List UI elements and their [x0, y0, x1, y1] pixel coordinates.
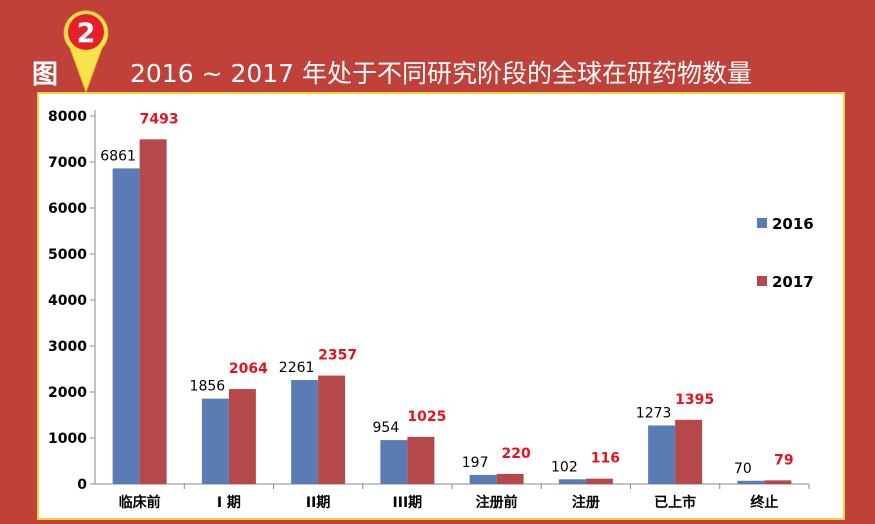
data-label-2016: 70: [734, 461, 752, 477]
x-tick-label: II期: [306, 495, 330, 511]
bar-2017: [585, 478, 613, 484]
chart-title: 2016 ~ 2017 年处于不同研究阶段的全球在研药物数量: [130, 59, 753, 88]
chart-frame: 0 1000 2000 3000 4000 5000 6000 7000 8000 临床前 I 期…: [37, 92, 845, 520]
bar-2017: [318, 375, 346, 484]
y-tick-label: 7000: [48, 155, 87, 171]
data-label-2017: 2357: [318, 348, 357, 364]
bar-2016: [648, 425, 676, 484]
bar-2017: [228, 389, 256, 484]
x-tick-label: 注册前: [476, 494, 518, 511]
bar-2016: [112, 168, 140, 485]
bar-2016: [291, 379, 319, 484]
data-label-2017: 116: [591, 451, 620, 467]
data-label-2017: 79: [774, 452, 793, 468]
figure-number-badge: 2: [63, 10, 109, 94]
x-tick-label: III期: [393, 495, 423, 511]
bar-2017: [764, 480, 792, 484]
y-tick-label: 0: [77, 477, 87, 493]
data-label-2017: 1025: [407, 409, 446, 425]
y-tick-label: 1000: [48, 431, 87, 447]
y-tick-label: 3000: [48, 339, 87, 355]
legend-label-2017: 2017: [772, 273, 814, 291]
data-label-2016: 954: [373, 420, 400, 436]
y-axis: 0 1000 2000 3000 4000 5000 6000 7000 8000: [48, 109, 96, 493]
bar-chart: 0 1000 2000 3000 4000 5000 6000 7000 8000 临床前 I 期…: [48, 109, 814, 511]
x-tick-label: 注册: [572, 494, 600, 511]
data-label-2017: 2064: [229, 361, 268, 377]
y-tick-label: 5000: [48, 247, 87, 263]
figure-number: 2: [77, 18, 96, 49]
data-label-2017: 1395: [675, 392, 714, 408]
bar-2017: [675, 419, 703, 484]
data-label-2017: 7493: [140, 111, 179, 127]
legend: 2016 2017: [757, 215, 814, 291]
bar-2016: [469, 474, 497, 484]
data-label-2016: 197: [462, 455, 489, 471]
x-tick-label: 临床前: [119, 494, 161, 511]
bar-2016: [737, 480, 765, 484]
data-label-2016: 102: [551, 459, 578, 475]
x-axis: 临床前 I 期 II期 III期 注册前 注册 已上市 终止: [95, 483, 810, 511]
x-tick-label: 终止: [750, 494, 778, 511]
y-tick-label: 6000: [48, 201, 87, 217]
bar-2017: [139, 139, 167, 484]
data-label-2016: 6861: [100, 148, 136, 164]
figure-label: 图: [32, 60, 59, 90]
data-label-2016: 1856: [190, 379, 226, 395]
data-label-2016: 1273: [636, 405, 672, 421]
figure-header: 图 2 2016 ~ 2017 年处于不同研究阶段的全球在研药物数量: [0, 0, 875, 94]
y-tick-label: 4000: [48, 293, 87, 309]
legend-swatch-2017: [757, 276, 767, 286]
bar-2016: [201, 398, 229, 484]
bar-2016: [380, 440, 408, 484]
legend-swatch-2016: [757, 218, 767, 228]
bar-2017: [496, 473, 524, 484]
x-tick-label: 已上市: [654, 494, 696, 511]
bar-2017: [407, 436, 435, 484]
bar-2016: [558, 479, 586, 484]
x-tick-label: I 期: [217, 495, 241, 511]
data-label-2016: 2261: [279, 360, 315, 376]
y-tick-label: 8000: [48, 109, 87, 125]
bars: [112, 139, 792, 485]
data-label-2017: 220: [502, 446, 531, 462]
y-tick-label: 2000: [48, 385, 87, 401]
legend-label-2016: 2016: [772, 215, 814, 233]
